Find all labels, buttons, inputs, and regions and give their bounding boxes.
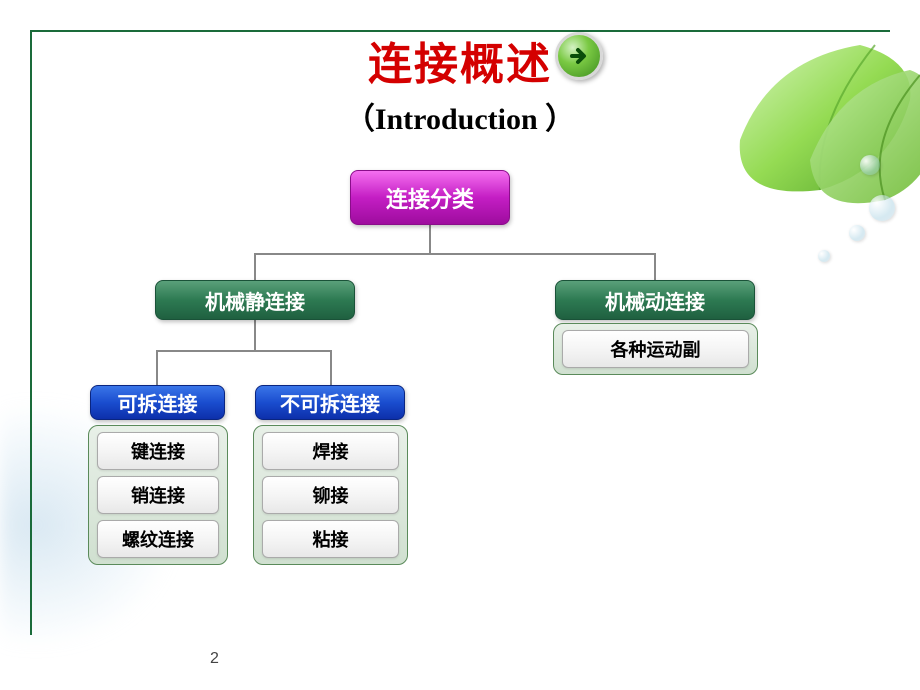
sub-node-nondetachable: 不可拆连接 [255,385,405,420]
root-node: 连接分类 [350,170,510,225]
title-block: 连接概述 （Introduction ） [0,28,920,138]
connector-line [156,350,158,385]
leaf-item: 焊接 [262,432,399,470]
leaf-item: 铆接 [262,476,399,514]
mid-node-dynamic: 机械动连接 [555,280,755,320]
connector-line [254,253,656,255]
title-chinese: 连接概述 [0,28,920,92]
hierarchy-chart: 连接分类机械静连接可拆连接键连接销连接螺纹连接不可拆连接焊接铆接粘接机械动连接各… [60,160,860,630]
leaf-box-dynamic: 各种运动副 [553,323,758,375]
sub-node-detachable: 可拆连接 [90,385,225,420]
connector-line [654,253,656,280]
leaf-box-detachable: 键连接销连接螺纹连接 [88,425,228,565]
droplet [860,155,880,175]
next-arrow-button[interactable] [555,32,603,80]
leaf-item: 螺纹连接 [97,520,219,558]
leaf-box-nondetachable: 焊接铆接粘接 [253,425,408,565]
droplet [869,195,895,221]
mid-node-static: 机械静连接 [155,280,355,320]
leaf-item: 粘接 [262,520,399,558]
connector-line [429,225,431,253]
arrow-right-icon [567,44,591,68]
leaf-item: 键连接 [97,432,219,470]
leaf-item: 各种运动副 [562,330,749,368]
title-english: （Introduction ） [0,94,920,138]
connector-line [330,350,332,385]
connector-line [254,320,256,350]
connector-line [156,350,332,352]
connector-line [254,253,256,280]
page-number: 2 [210,650,219,668]
leaf-item: 销连接 [97,476,219,514]
